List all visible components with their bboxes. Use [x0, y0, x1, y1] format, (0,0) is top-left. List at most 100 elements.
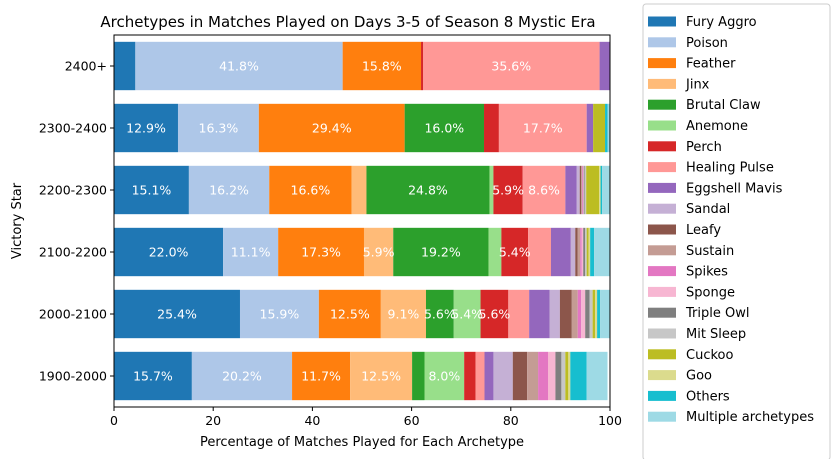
y-tick-label: 2400+	[65, 59, 107, 74]
bar-value-label: 15.1%	[132, 183, 172, 198]
bar-segment	[501, 227, 529, 277]
bar-segment	[602, 165, 610, 215]
bar-segment	[538, 351, 548, 401]
bar-segment	[114, 227, 224, 277]
bar-segment	[380, 289, 426, 339]
bar-segment	[464, 351, 476, 401]
bar-value-label: 22.0%	[149, 245, 189, 260]
legend-label: Sponge	[686, 285, 735, 300]
bar-segment	[584, 165, 587, 215]
legend-label: Sandal	[686, 202, 730, 217]
bar-segment	[565, 351, 569, 401]
bar-segment	[589, 289, 593, 339]
legend-swatch	[648, 286, 676, 297]
bar-segment	[363, 227, 394, 277]
legend-swatch	[648, 37, 676, 48]
bar-value-label: 15.9%	[260, 307, 300, 322]
x-axis: 0 20 40 60 80 100	[110, 407, 622, 428]
legend: Fury Aggro Poison Feather Jinx Brutal Claw An…	[642, 3, 831, 459]
bar-segment	[258, 103, 405, 153]
bar-value-label: 19.2%	[421, 245, 461, 260]
bar-segment	[188, 165, 270, 215]
bar-segment	[342, 41, 422, 91]
legend-swatch	[648, 99, 676, 110]
legend-swatch	[648, 245, 676, 256]
legend-label: Multiple archetypes	[686, 410, 814, 425]
bar-value-label: 17.3%	[301, 245, 341, 260]
bar-value-label: 15.7%	[133, 369, 173, 384]
bar-value-label: 25.4%	[157, 307, 197, 322]
bar-segment	[568, 351, 571, 401]
legend-label: Triple Owl	[685, 306, 749, 321]
legend-label: Jinx	[685, 77, 710, 92]
bar-segment	[570, 351, 587, 401]
bar-value-label: 12.5%	[361, 369, 401, 384]
bar-segment	[605, 103, 608, 153]
bar-segment	[580, 227, 582, 277]
bar-segment	[489, 165, 494, 215]
legend-frame	[642, 3, 831, 459]
bar-segment	[586, 165, 600, 215]
legend-label: Perch	[686, 140, 722, 155]
x-tick-label: 100	[598, 413, 622, 428]
bar-segment	[599, 165, 601, 215]
bar-segment	[583, 165, 585, 215]
bar-segment	[594, 227, 610, 277]
legend-swatch	[648, 328, 676, 339]
legend-label: Cuckoo	[686, 348, 733, 363]
bar-segment	[412, 351, 425, 401]
bar-segment	[508, 289, 530, 339]
bar-segment	[549, 289, 560, 339]
y-axis: 1900-2000 2000-2100 2100-2200 2200-2300 2300…	[39, 59, 114, 384]
bar-value-label: 15.8%	[362, 59, 402, 74]
x-tick-label: 60	[404, 413, 420, 428]
legend-swatch	[648, 370, 676, 381]
legend-swatch	[648, 224, 676, 235]
bar-segment	[269, 165, 352, 215]
legend-swatch	[648, 182, 676, 193]
bar-segment	[548, 351, 556, 401]
bar-value-label: 24.8%	[408, 183, 448, 198]
bar-segment	[350, 351, 413, 401]
bar-segment	[423, 41, 600, 91]
legend-swatch	[648, 307, 676, 318]
bar-segment	[318, 289, 381, 339]
bar-segment	[581, 289, 586, 339]
bar-segment	[475, 351, 485, 401]
bar-segment	[512, 351, 528, 401]
bar-segment	[527, 351, 539, 401]
legend-label: Feather	[686, 57, 736, 72]
bar-segment	[484, 103, 499, 153]
bar-value-label: 35.6%	[491, 59, 531, 74]
bar-segment	[555, 351, 562, 401]
legend-label: Brutal Claw	[686, 98, 761, 113]
bar-value-label: 5.6%	[424, 307, 456, 322]
bar-value-label: 12.9%	[126, 121, 166, 136]
bar-segment	[239, 289, 319, 339]
plot-frame	[113, 34, 611, 408]
bar-value-label: 16.6%	[291, 183, 331, 198]
bar-value-label: 17.7%	[523, 121, 563, 136]
bar-segment	[583, 227, 586, 277]
bar-segment	[177, 103, 259, 153]
bar-segment	[600, 165, 603, 215]
bar-segment	[453, 289, 481, 339]
bar-segment	[577, 289, 582, 339]
bar-segment	[404, 103, 485, 153]
bar-segment	[114, 289, 240, 339]
bar-segment	[571, 289, 578, 339]
bar-segment	[559, 289, 572, 339]
bar-segment	[114, 351, 192, 401]
bar-segment	[585, 227, 587, 277]
legend-label: Poison	[686, 36, 728, 51]
bar-segment	[223, 227, 279, 277]
bar-segment	[593, 103, 606, 153]
bar-segment	[581, 227, 584, 277]
legend-swatch	[648, 411, 676, 422]
bar-segment	[570, 227, 576, 277]
legend-swatch	[648, 349, 676, 360]
bar-value-label: 11.7%	[301, 369, 341, 384]
bar-segment	[493, 351, 513, 401]
bar-segment	[561, 351, 566, 401]
bar-segment	[599, 41, 610, 91]
